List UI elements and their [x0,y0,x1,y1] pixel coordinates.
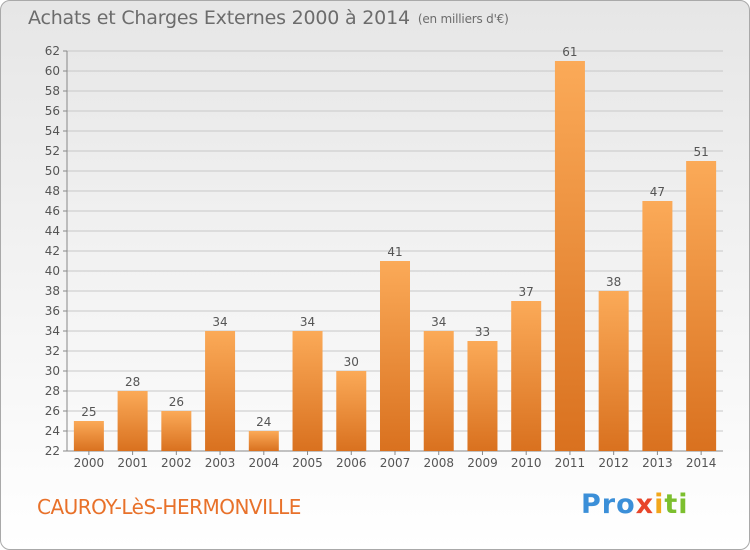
logo-part-3: i [654,489,665,520]
y-tick-label: 34 [45,324,60,338]
y-tick-label: 54 [45,124,60,138]
x-tick-label: 2001 [117,456,148,470]
bar-value-label: 34 [212,315,227,329]
y-tick-label: 38 [45,284,60,298]
bar-value-label: 33 [475,325,490,339]
y-tick-label: 24 [45,424,60,438]
y-tick-label: 52 [45,144,60,158]
proxiti-logo: Proxiti [581,489,689,520]
bar-value-label: 24 [256,415,271,429]
bar-value-label: 30 [344,355,359,369]
y-tick-label: 32 [45,344,60,358]
x-tick-label: 2004 [249,456,280,470]
chart-title-text: Achats et Charges Externes 2000 à 2014 [28,7,410,29]
y-tick-label: 56 [45,104,60,118]
bar-2007 [380,261,410,451]
logo-part-4: ti [664,489,689,520]
bar-value-label: 26 [169,395,184,409]
chart-unit: (en milliers d'€) [417,12,509,26]
y-tick-label: 48 [45,184,60,198]
bar-value-label: 37 [519,285,534,299]
x-tick-label: 2002 [161,456,192,470]
x-tick-label: 2005 [292,456,323,470]
commune-name: CAUROY-LèS-HERMONVILLE [37,495,301,519]
bar-2005 [292,331,323,451]
y-tick-label: 40 [45,264,60,278]
bar-2014 [686,161,717,451]
y-tick-label: 36 [45,304,60,318]
x-axis-labels: 2000 2001 2002 2003 2004 2005 2006 2007 2008 2009… [74,451,717,470]
bar-value-label: 47 [650,185,665,199]
bars: 25 28 26 34 24 34 30 41 34 33 37 61 38 47 51 [73,45,717,451]
x-tick-label: 2000 [74,456,105,470]
bar-value-label: 34 [431,315,446,329]
bar-value-label: 38 [606,275,621,289]
bar-2004 [248,431,279,451]
y-tick-label: 58 [45,84,60,98]
bar-2006 [336,371,367,451]
y-tick-label: 46 [45,204,60,218]
bar-2000 [73,421,104,451]
chart-title: Achats et Charges Externes 2000 à 2014 (e… [28,7,509,29]
bar-2008 [423,331,454,451]
bar-2002 [161,411,192,451]
x-tick-label: 2008 [423,456,454,470]
x-tick-label: 2009 [467,456,498,470]
bar-2012 [598,291,629,451]
bar-2001 [117,391,148,451]
y-tick-label: 42 [45,244,60,258]
y-tick-label: 60 [45,64,60,78]
y-tick-label: 30 [45,364,60,378]
bar-value-label: 34 [300,315,315,329]
x-tick-label: 2014 [686,456,717,470]
bar-value-label: 28 [125,375,140,389]
x-tick-label: 2010 [511,456,542,470]
x-tick-label: 2003 [205,456,236,470]
x-tick-label: 2013 [642,456,673,470]
bar-value-label: 61 [562,45,577,59]
x-tick-label: 2012 [598,456,629,470]
bar-value-label: 51 [693,145,708,159]
logo-part-1: Pro [581,489,636,520]
y-tick-label: 22 [45,444,60,458]
bar-2009 [467,341,498,451]
bar-value-label: 25 [81,405,96,419]
bar-2011 [554,61,585,451]
logo-part-2: x [635,489,655,520]
bar-value-label: 41 [387,245,402,259]
y-tick-label: 62 [45,44,60,58]
y-tick-label: 28 [45,384,60,398]
y-tick-label: 26 [45,404,60,418]
x-tick-label: 2006 [336,456,367,470]
y-tick-label: 44 [45,224,60,238]
bar-2003 [205,331,236,451]
bar-2013 [642,201,673,451]
x-tick-label: 2011 [555,456,586,470]
x-tick-label: 2007 [380,456,411,470]
y-tick-label: 50 [45,164,60,178]
y-axis-ticks: 22 24 26 28 30 32 34 36 38 40 42 44 46 48 50 52 54 56 58 60… [45,44,67,458]
bar-2010 [511,301,542,451]
